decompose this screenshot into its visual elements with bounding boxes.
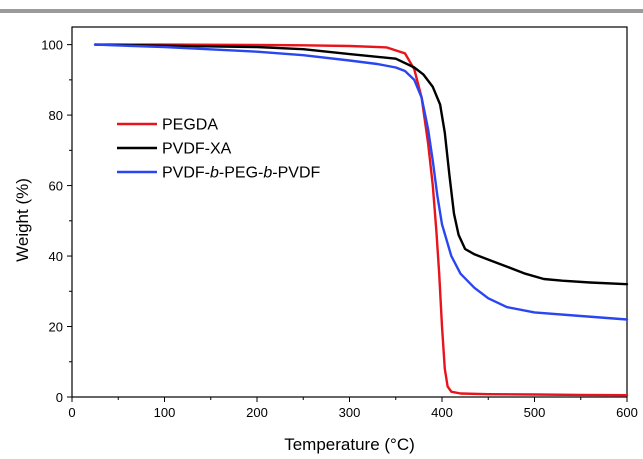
plot-border (71, 26, 628, 398)
y-tick-label-2: 40 (49, 249, 63, 264)
x-tick-label-1: 100 (154, 405, 176, 420)
top-divider (0, 9, 643, 13)
series-line-2 (93, 43, 629, 286)
legend-label-2: PVDF-XA (162, 141, 232, 158)
legend: PEGDA PVDF-XA PVDF-b-PEG-b-PVDF (117, 117, 320, 182)
y-tick-label-4: 80 (49, 108, 63, 123)
x-tick-label-3: 300 (339, 405, 361, 420)
series-layer (93, 43, 629, 397)
x-tick-label-6: 600 (616, 405, 638, 420)
y-tick-label-0: 0 (56, 390, 63, 405)
legend-label-1: PEGDA (162, 117, 218, 134)
series-line-3 (93, 43, 629, 321)
plot-frame (71, 26, 628, 398)
legend-label-3: PVDF-b-PEG-b-PVDF (162, 165, 320, 182)
x-tick-label-0: 0 (68, 405, 75, 420)
x-axis-title: Temperature (°C) (284, 435, 415, 454)
x-tick-label-2: 200 (246, 405, 268, 420)
ticks-layer: 0 100 200 300 400 500 600 0 20 40 60 80 100 (41, 38, 638, 420)
x-tick-label-5: 500 (524, 405, 546, 420)
y-tick-label-3: 60 (49, 179, 63, 194)
y-tick-label-1: 20 (49, 320, 63, 335)
y-tick-label-5: 100 (41, 38, 63, 53)
x-tick-label-4: 400 (431, 405, 453, 420)
y-axis-title: Weight (%) (13, 178, 32, 262)
series-line-1 (93, 43, 629, 397)
